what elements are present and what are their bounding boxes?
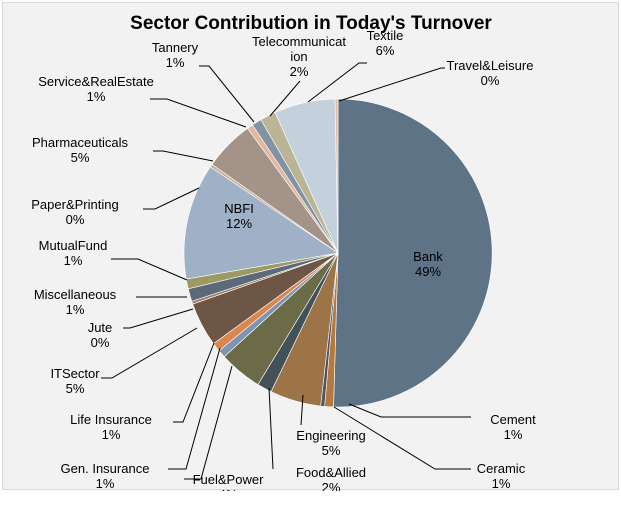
label-life-insurance: Life Insurance 1%: [70, 412, 152, 442]
leader-food-allied: [268, 387, 274, 470]
chart-title: Sector Contribution in Today's Turnover: [130, 13, 492, 34]
label-food-allied: Food&Allied 2%: [296, 465, 366, 491]
pie-slices: [183, 98, 493, 408]
leader-ceramic: [333, 406, 471, 470]
leader-tannery: [199, 65, 255, 123]
label-itsector: ITSector 5%: [50, 366, 100, 396]
leader-mutualfund: [111, 258, 188, 281]
chart-area: Sector Contribution in Today's Turnover …: [2, 2, 619, 491]
leader-lines: [101, 62, 471, 480]
slice-labels: Bank 49% Cement 1% Ceramic 1% Engineering 5% Foo…: [31, 28, 536, 491]
label-textile: Textile 6%: [367, 28, 404, 58]
label-cement: Cement 1%: [490, 412, 536, 442]
label-tannery: Tannery 1%: [152, 40, 199, 70]
label-service-realestate: Service&RealEstate 1%: [38, 74, 154, 104]
leader-gen-insurance: [168, 347, 221, 470]
pie-chart: Sector Contribution in Today's Turnover …: [31, 13, 536, 491]
label-pharmaceuticals: Pharmaceuticals 5%: [32, 135, 129, 165]
leader-textile: [307, 62, 367, 103]
leader-paper-printing: [143, 187, 200, 210]
label-jute: Jute 0%: [88, 320, 113, 350]
leader-service-realestate: [150, 98, 247, 128]
label-bank: Bank 49%: [413, 249, 443, 279]
leader-jute: [123, 308, 194, 329]
leader-pharmaceuticals: [153, 150, 214, 162]
label-miscellaneous: Miscellaneous 1%: [34, 287, 117, 317]
slice-nbfi: [183, 166, 339, 280]
leader-engineering: [300, 394, 304, 426]
slice-travel-leisure: [334, 98, 339, 254]
leader-travel-leisure: [338, 67, 445, 102]
label-gen-insurance: Gen. Insurance 1%: [61, 461, 150, 491]
label-paper-printing: Paper&Printing 0%: [31, 197, 118, 227]
leader-life-insurance: [173, 342, 215, 423]
leader-itsector: [101, 327, 198, 379]
label-telecommunication: Telecommunicat ion 2%: [252, 34, 346, 79]
slice-bank: [333, 98, 493, 408]
label-ceramic: Ceramic 1%: [477, 461, 526, 491]
leader-telecommunication: [269, 80, 301, 117]
leader-cement: [348, 403, 471, 418]
label-engineering: Engineering 5%: [296, 428, 365, 458]
label-nbfi: NBFI 12%: [224, 201, 254, 231]
label-mutualfund: MutualFund 1%: [39, 238, 108, 268]
leader-fuel-power: [184, 365, 233, 480]
label-fuel-power: Fuel&Power4%: [193, 472, 264, 491]
label-travel-leisure: Travel&Leisure 0%: [447, 58, 534, 88]
